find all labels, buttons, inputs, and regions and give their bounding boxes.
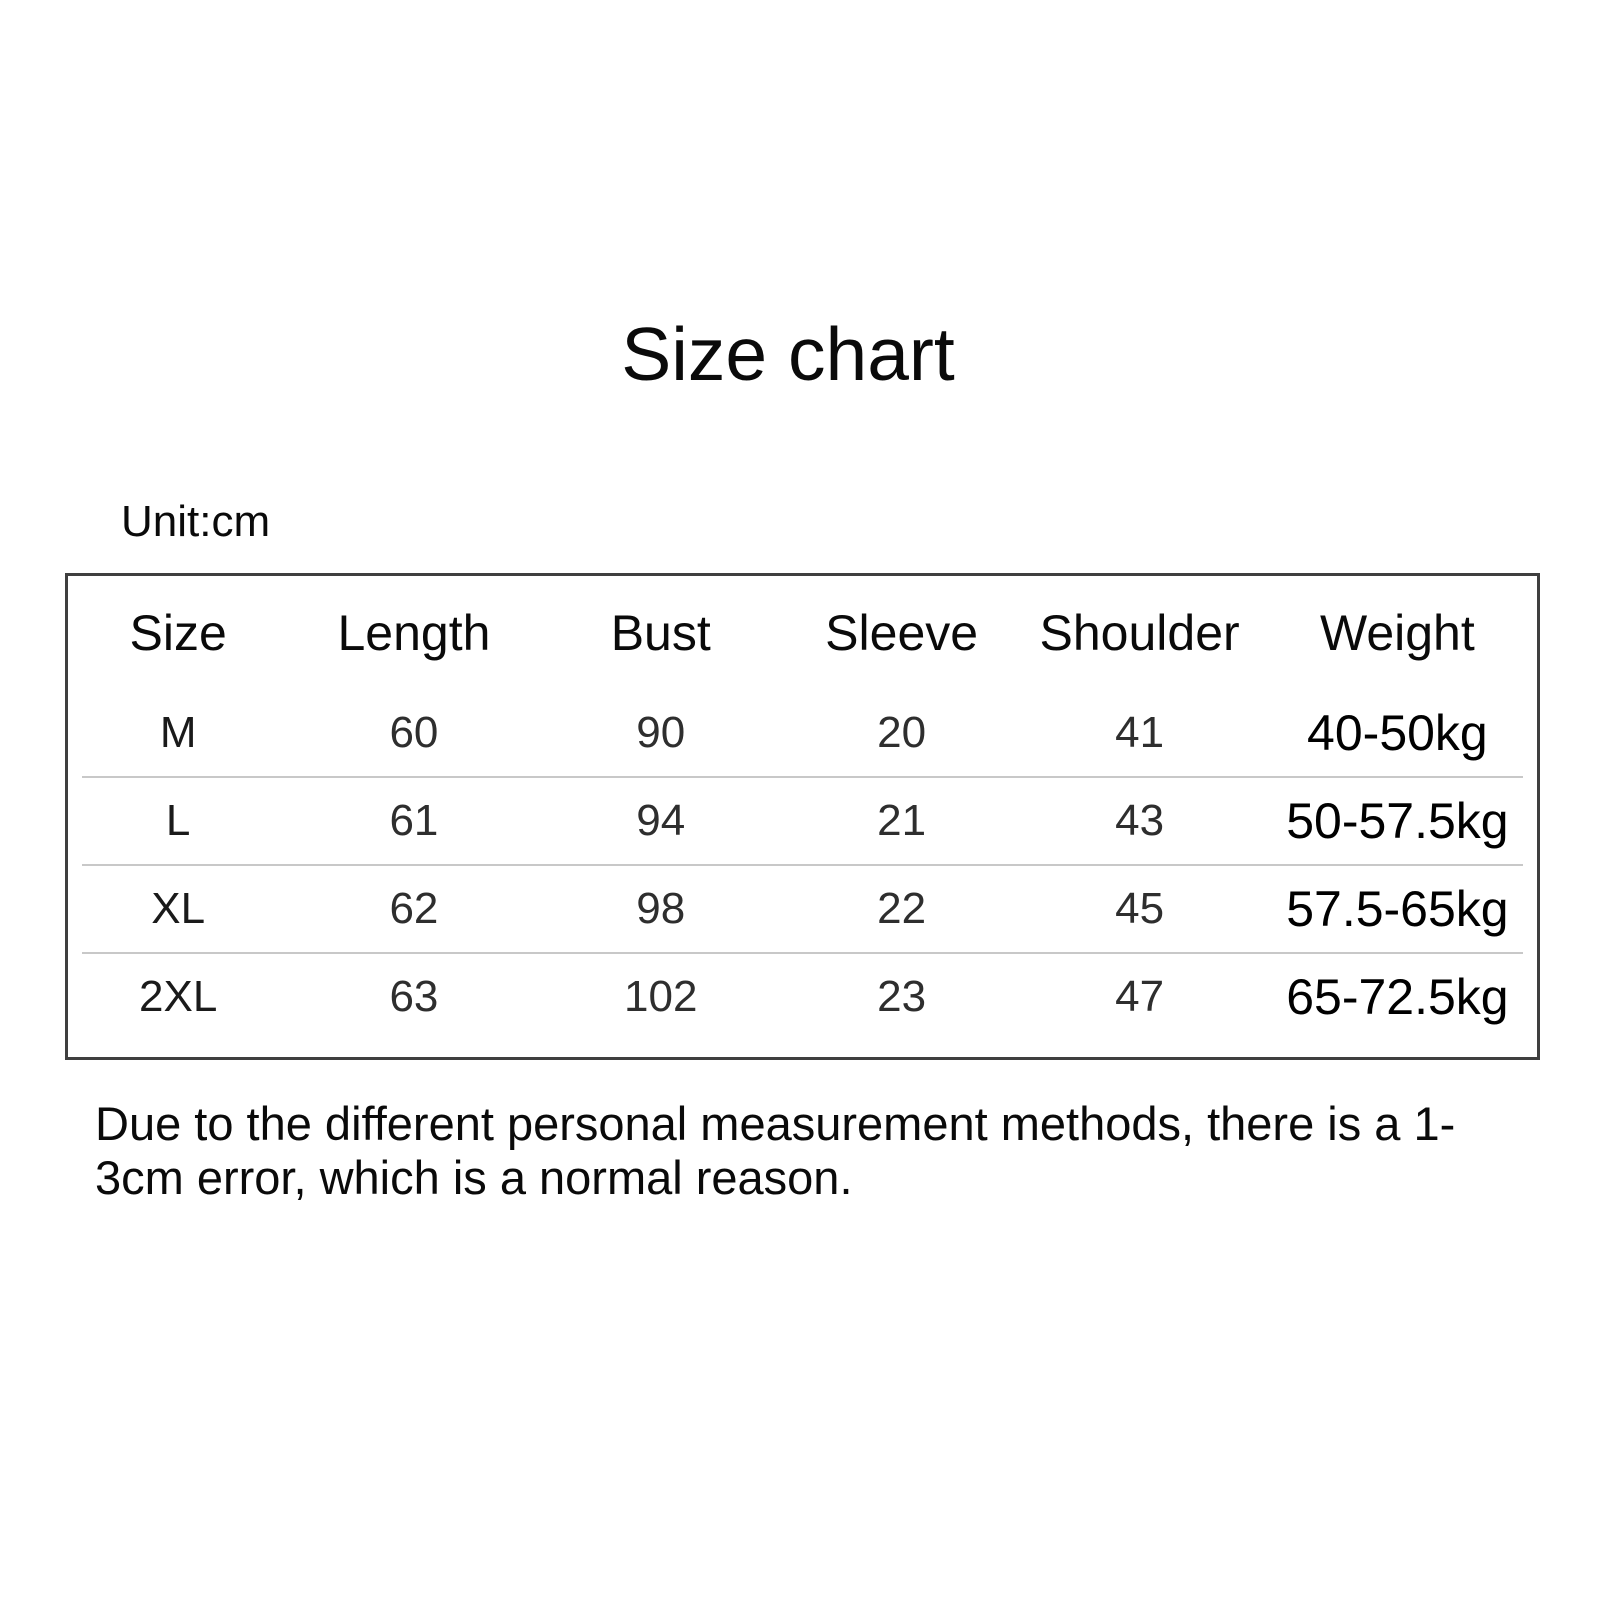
cell-bust: 94 [636,796,686,845]
page-title: Size chart [621,312,955,396]
cell-weight: 65-72.5kg [1286,969,1509,1025]
cell-weight: 50-57.5kg [1286,793,1509,849]
cell-shoulder: 41 [1115,708,1165,757]
cell-shoulder: 47 [1115,972,1165,1021]
cell-length: 61 [389,796,439,845]
cell-size: 2XL [139,972,218,1021]
cell-shoulder: 43 [1115,796,1165,845]
unit-label: Unit:cm [121,497,271,546]
row-divider [82,952,1523,954]
cell-weight: 40-50kg [1307,705,1488,761]
column-header-shoulder: Shoulder [1039,605,1240,661]
row-divider [82,864,1523,866]
cell-length: 62 [389,884,439,933]
cell-size: M [159,708,197,757]
column-header-length: Length [337,605,491,661]
cell-sleeve: 20 [877,708,927,757]
column-header-sleeve: Sleeve [825,605,979,661]
cell-weight: 57.5-65kg [1286,881,1509,937]
size-table: Size Length Bust Sleeve Shoulder Weight … [65,573,1540,1060]
cell-size: XL [151,884,206,933]
table-row-l: L 61 94 21 43 50-57.5kg [68,778,1537,864]
cell-sleeve: 23 [877,972,927,1021]
table-row-xl: XL 62 98 22 45 57.5-65kg [68,866,1537,952]
table-row-2xl: 2XL 63 102 23 47 65-72.5kg [68,954,1537,1040]
column-header-weight: Weight [1320,605,1475,661]
cell-sleeve: 21 [877,796,927,845]
cell-shoulder: 45 [1115,884,1165,933]
cell-bust: 102 [624,972,698,1021]
column-header-size: Size [129,605,227,661]
cell-length: 63 [389,972,439,1021]
cell-length: 60 [389,708,439,757]
cell-bust: 98 [636,884,686,933]
table-header-row: Size Length Bust Sleeve Shoulder Weight [68,576,1537,690]
cell-size: L [165,796,191,845]
cell-bust: 90 [636,708,686,757]
table-row-m: M 60 90 20 41 40-50kg [68,690,1537,776]
measurement-note: Due to the different personal measuremen… [95,1097,1456,1204]
row-divider [82,776,1523,778]
cell-sleeve: 22 [877,884,927,933]
column-header-bust: Bust [610,605,711,661]
